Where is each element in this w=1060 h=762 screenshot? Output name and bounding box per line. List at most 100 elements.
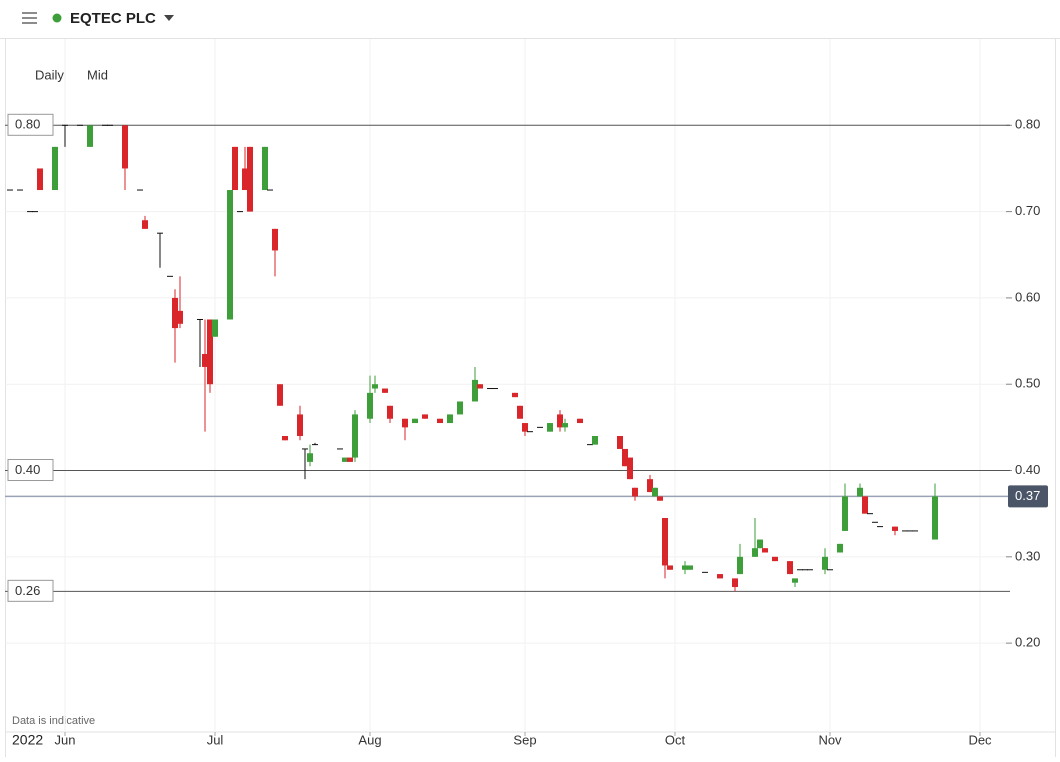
candle-body (372, 384, 378, 389)
candle-body (652, 487, 658, 497)
candle-body (142, 220, 148, 229)
candle-body (237, 211, 243, 213)
candle-body (797, 569, 803, 571)
candle-body (702, 571, 708, 573)
candle-body (837, 543, 843, 553)
candle-body (447, 414, 453, 424)
candle-body (737, 556, 743, 575)
y-tick-label: 0.40 (1015, 462, 1040, 477)
candle-body (382, 388, 388, 393)
candle-body (762, 548, 768, 553)
candle-body (102, 124, 108, 126)
price-line-label: 0.80 (15, 117, 40, 132)
menu-button[interactable] (22, 12, 37, 24)
candle-body (232, 146, 238, 191)
y-tick-label: 0.70 (1015, 203, 1040, 218)
y-tick-label: 0.80 (1015, 117, 1040, 132)
candle-body (587, 444, 593, 446)
candle-body (557, 414, 563, 428)
candle-body (302, 448, 308, 450)
candle-body (617, 435, 623, 449)
candle-body (687, 565, 693, 570)
candle-body (172, 297, 178, 329)
candle-body (562, 423, 568, 428)
note: Data is indicative (12, 715, 95, 727)
y-tick-label: 0.60 (1015, 289, 1040, 304)
x-tick-label: Jul (207, 732, 224, 747)
candle-body (717, 574, 723, 579)
plot: 0.80 0.70 0.60 0.50 0.40 0.30 0.20 Jun Jul Aug Sep… (5, 39, 1055, 747)
candle-body (307, 453, 313, 462)
candle-body (877, 526, 883, 528)
candle-body (867, 513, 873, 515)
x-tick-label: Dec (968, 732, 992, 747)
candle-body (807, 569, 813, 571)
candle-body (472, 379, 478, 402)
candle-body (512, 392, 518, 398)
x-tick-label: Sep (513, 732, 536, 747)
candle-body (122, 125, 128, 169)
candle-body (842, 496, 848, 531)
price-line-tag (7, 579, 54, 602)
candle-body (367, 392, 373, 419)
interval-label[interactable]: Daily (35, 67, 64, 82)
candle-body (337, 448, 343, 450)
candle-body (667, 565, 673, 570)
candle-body (527, 431, 533, 433)
candle-body (592, 435, 598, 445)
candle-body (277, 384, 283, 406)
candle-body (177, 310, 183, 324)
candle-body (827, 569, 833, 571)
x-tick-label: Jun (55, 732, 76, 747)
candle-body (247, 146, 253, 212)
candle-body (752, 548, 758, 557)
candle-body (282, 435, 288, 441)
candle-body (802, 569, 808, 571)
x-tick-label: Oct (665, 732, 686, 747)
candle-body (17, 189, 23, 191)
price-line-tag (7, 459, 54, 482)
candle-body (772, 556, 778, 562)
candle-body (577, 418, 583, 424)
candle-body (477, 384, 483, 389)
candle-body (647, 479, 653, 493)
candle-body (312, 444, 318, 446)
candle-body (662, 517, 668, 566)
header: EQTEC PLC (0, 10, 1060, 39)
candle-body (227, 190, 233, 320)
candle-body (27, 211, 33, 213)
candle-body (77, 124, 83, 126)
candle-body (352, 414, 358, 458)
candle-body (487, 388, 493, 390)
candle-body (297, 414, 303, 436)
y-tick-label: 0.30 (1015, 548, 1040, 563)
candle-body (622, 448, 628, 467)
candle-body (267, 189, 273, 191)
candle-body (787, 561, 793, 575)
candle-body (862, 496, 868, 514)
candle-body (272, 228, 278, 251)
candle-body (902, 530, 908, 532)
price-basis-label[interactable]: Mid (87, 67, 108, 82)
candle-body (632, 487, 638, 497)
last-price-label: 0.37 (1015, 488, 1040, 503)
candle-body (262, 146, 268, 191)
candle-body (627, 457, 633, 480)
candle-body (537, 426, 543, 428)
candle-body (157, 232, 163, 234)
candle-body (547, 423, 553, 432)
candle-body (857, 487, 863, 497)
candle-body (932, 496, 938, 540)
instrument-name[interactable]: EQTEC PLC (70, 10, 156, 27)
candle-body (242, 168, 248, 191)
instrument-dropdown[interactable] (164, 15, 174, 21)
candle-body (402, 418, 408, 428)
candle-body (7, 189, 13, 191)
price-line-label: 0.26 (15, 583, 40, 598)
candle-body (62, 124, 68, 126)
candle-body (657, 496, 663, 501)
candle-body (517, 405, 523, 419)
price-line-tag (7, 113, 54, 136)
candle-body (792, 578, 798, 583)
